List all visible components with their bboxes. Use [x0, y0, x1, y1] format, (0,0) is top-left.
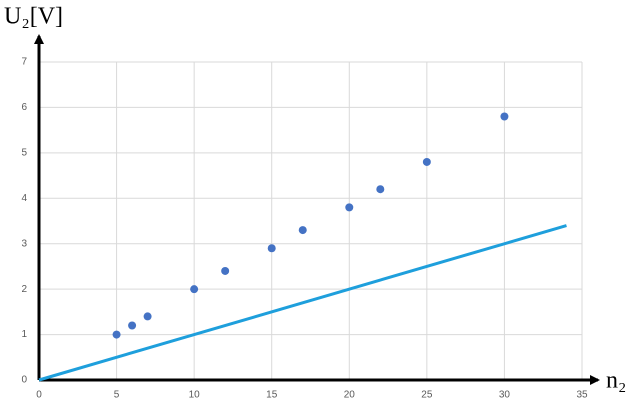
- y-tick-label: 2: [21, 284, 27, 295]
- y-tick-label: 0: [21, 375, 27, 386]
- data-point: [500, 112, 509, 121]
- y-axis-title: U₂[V]: [4, 4, 63, 30]
- line: [38, 224, 567, 382]
- y-tick-label: 4: [21, 193, 27, 204]
- x-tick-label: 35: [576, 390, 588, 401]
- data-point: [112, 330, 121, 339]
- data-point: [143, 312, 152, 321]
- x-tick-label: 0: [36, 390, 42, 401]
- x-tick-label: 30: [499, 390, 511, 401]
- y-tick-label: 7: [21, 57, 27, 68]
- data-point: [221, 266, 230, 275]
- x-tick-label: 15: [266, 390, 278, 401]
- x-tick-label: 5: [114, 390, 120, 401]
- x-tick-label: 25: [421, 390, 433, 401]
- y-tick-label: 1: [21, 329, 27, 340]
- data-point: [128, 321, 137, 330]
- grid: [38, 61, 583, 381]
- x-tick-label: 20: [344, 390, 356, 401]
- x-tick-label: 10: [189, 390, 201, 401]
- data-point: [422, 157, 431, 166]
- data-point: [190, 285, 199, 294]
- y-tick-label: 5: [21, 147, 27, 158]
- data-point: [267, 244, 276, 253]
- data-point: [345, 203, 354, 212]
- data-point: [376, 185, 385, 194]
- y-tick-label: 6: [21, 102, 27, 113]
- y-tick-label: 3: [21, 238, 27, 249]
- data-point: [298, 226, 307, 235]
- x-axis-title: n₂: [606, 368, 626, 394]
